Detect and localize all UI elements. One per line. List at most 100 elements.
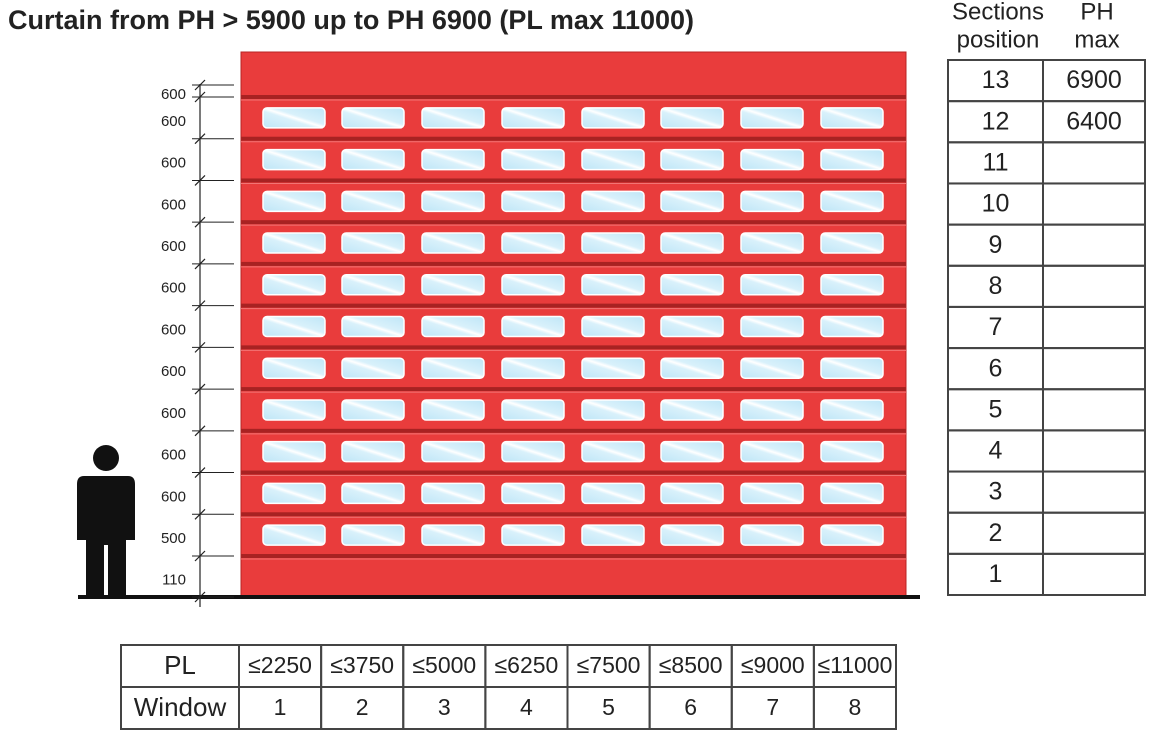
dimension-label: 600 <box>161 405 186 422</box>
window <box>341 107 405 129</box>
dimension-slash <box>194 258 206 270</box>
section-joint <box>241 136 906 141</box>
window <box>660 357 724 379</box>
dimension-slash <box>194 133 206 145</box>
window <box>262 232 326 254</box>
window <box>262 357 326 379</box>
window <box>421 315 485 338</box>
dimension-label: 600 <box>161 113 186 130</box>
dimension-label: 600 <box>161 363 186 380</box>
window <box>501 274 565 296</box>
window <box>660 315 724 338</box>
window <box>581 107 645 129</box>
table-cell-text: PL <box>164 650 196 680</box>
table-header: max <box>1074 26 1119 53</box>
window <box>820 274 884 296</box>
window <box>581 190 645 213</box>
window <box>820 440 884 463</box>
dimension-slash <box>194 467 206 478</box>
window <box>820 357 884 379</box>
table-cell-text: ≤9000 <box>741 652 805 678</box>
window <box>740 190 804 213</box>
table-cell-text: 6 <box>989 354 1003 382</box>
window <box>501 482 565 505</box>
window <box>581 315 645 338</box>
window <box>262 399 326 421</box>
window <box>740 399 804 421</box>
window <box>501 399 565 421</box>
table-cell-text: 2 <box>356 694 369 720</box>
table-cell-text: ≤8500 <box>659 652 723 678</box>
table-cell-text: 6900 <box>1066 66 1122 94</box>
window <box>501 232 565 254</box>
section-joint <box>241 178 906 183</box>
window <box>820 107 884 129</box>
window <box>660 274 724 296</box>
window <box>581 232 645 254</box>
dimension-slash <box>194 300 206 312</box>
table-header: PH <box>1080 0 1113 25</box>
window <box>740 357 804 379</box>
window <box>660 232 724 254</box>
window <box>581 399 645 421</box>
table-cell-text: ≤7500 <box>577 652 641 678</box>
window <box>341 148 405 171</box>
table-cell-text: 4 <box>520 694 533 720</box>
dimension-label: 600 <box>161 155 186 172</box>
table-header: Sections <box>952 0 1044 25</box>
table-cell-text: 5 <box>602 694 615 720</box>
window <box>581 482 645 505</box>
window <box>581 148 645 171</box>
window <box>660 440 724 463</box>
window <box>421 482 485 505</box>
dimension-label: 110 <box>162 571 186 588</box>
window <box>421 274 485 296</box>
person <box>77 445 135 597</box>
table-cell <box>1042 388 1146 432</box>
window <box>341 190 405 213</box>
table-cell-text: ≤6250 <box>495 652 559 678</box>
table-cell-text: ≤3750 <box>330 652 394 678</box>
section-joint <box>241 428 906 433</box>
table-cell-text: 2 <box>989 519 1003 547</box>
window <box>501 524 565 546</box>
dimension-slash <box>194 79 206 91</box>
window <box>740 524 804 546</box>
window <box>740 148 804 171</box>
window <box>341 232 405 254</box>
window <box>341 315 405 338</box>
dimension-label: 600 <box>161 86 186 103</box>
section-joint <box>241 387 906 392</box>
window <box>421 440 485 463</box>
window <box>820 399 884 421</box>
window <box>341 399 405 421</box>
window <box>820 482 884 505</box>
table-cell-text: 4 <box>989 437 1003 465</box>
section-joint <box>241 95 906 99</box>
table-cell-text: 3 <box>438 694 451 720</box>
window <box>740 440 804 463</box>
window <box>820 524 884 546</box>
dimension-label: 600 <box>161 280 186 297</box>
window <box>820 315 884 338</box>
window <box>740 315 804 338</box>
table-cell <box>812 686 897 730</box>
table-cell-text: Window <box>134 692 227 722</box>
window <box>262 440 326 463</box>
section-joint <box>241 512 906 517</box>
section-joint <box>241 261 906 266</box>
dimension-label: 600 <box>161 196 186 213</box>
dimension-slash <box>194 591 206 603</box>
table-cell <box>1042 141 1146 185</box>
table-cell <box>1042 429 1146 473</box>
table-cell-text: 6400 <box>1066 107 1122 135</box>
window <box>501 107 565 129</box>
window <box>740 107 804 129</box>
window <box>421 357 485 379</box>
window <box>660 399 724 421</box>
dimension-slash <box>194 175 206 186</box>
window <box>262 107 326 129</box>
window <box>421 524 485 546</box>
table-cell-text: 13 <box>982 66 1010 94</box>
